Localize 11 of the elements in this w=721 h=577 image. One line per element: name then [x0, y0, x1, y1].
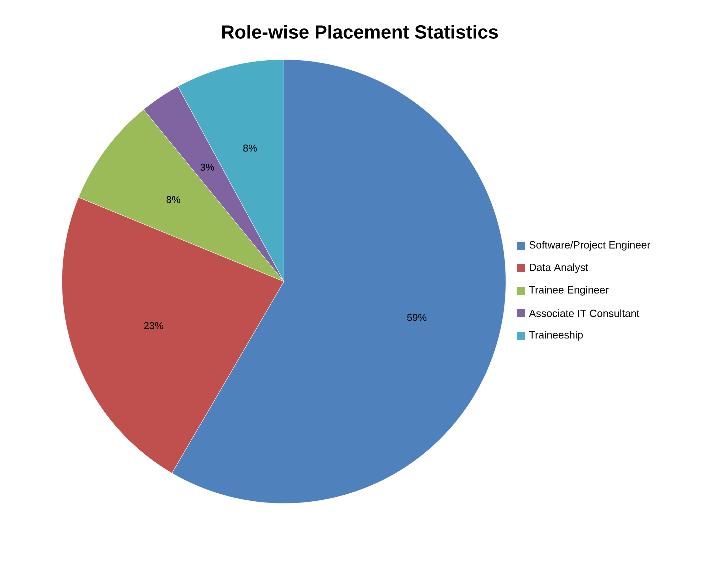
data-label: 23% — [144, 322, 164, 330]
data-label: 8% — [166, 196, 180, 204]
legend-label: Trainee Engineer — [529, 286, 609, 296]
legend-label: Associate IT Consultant — [529, 310, 640, 318]
data-label: 3% — [200, 164, 214, 171]
data-label: 59% — [407, 314, 427, 322]
chart-title: Role-wise Placement Statistics — [222, 25, 498, 39]
legend-label: Traineeship — [529, 331, 584, 341]
legend-label: Data Analyst — [530, 264, 588, 274]
data-label: 8% — [244, 144, 258, 152]
legend-label: Software/Project Engineer — [530, 241, 651, 251]
